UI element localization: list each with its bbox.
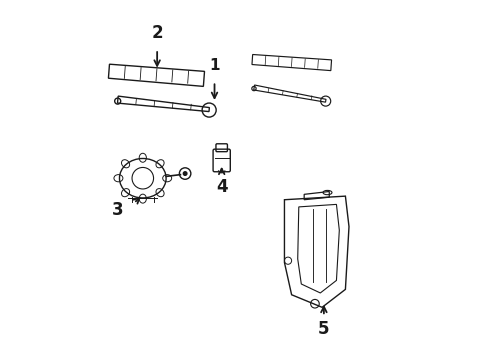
Text: 4: 4 xyxy=(216,178,227,196)
Text: 2: 2 xyxy=(151,24,163,42)
Text: 1: 1 xyxy=(209,58,220,73)
Circle shape xyxy=(183,172,187,175)
Text: 3: 3 xyxy=(112,202,123,220)
Text: 5: 5 xyxy=(318,320,330,338)
